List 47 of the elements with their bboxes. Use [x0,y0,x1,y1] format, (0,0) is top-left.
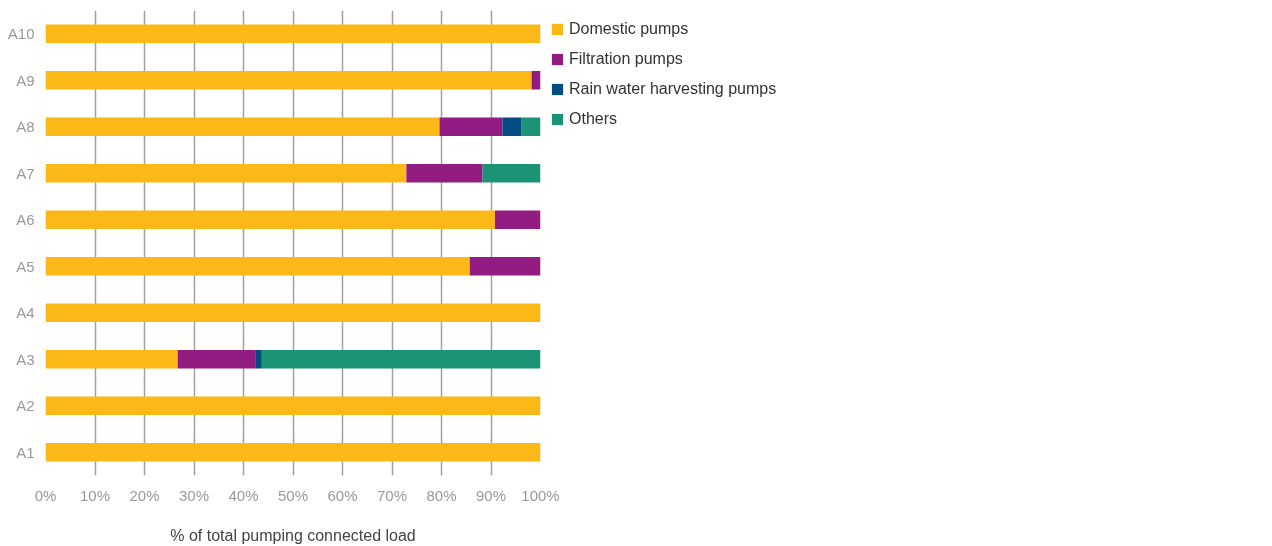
x-tick-label: 100% [521,486,560,504]
x-tick-label: 30% [178,486,210,504]
x-tick-label: 10% [79,486,111,504]
bar [482,163,541,183]
x-tick-label: 50% [277,486,309,504]
legend-label: Rain water harvesting pumps [569,80,777,98]
bar [406,163,483,183]
y-tick-label: A5 [16,257,35,275]
legend-label: Others [569,110,618,128]
x-tick-label: 80% [426,486,457,504]
y-tick-label: A1 [16,443,35,461]
bar [531,70,541,90]
bar [45,70,532,90]
bar [45,349,178,369]
bar [45,442,541,462]
legend-label: Domestic pumps [569,20,689,38]
bar [521,117,541,137]
bar [502,117,522,137]
x-tick-label: 40% [228,486,259,504]
bar [45,210,495,230]
y-tick-label: A7 [16,164,35,182]
x-tick-label: 60% [327,486,358,504]
x-tick-label: 20% [129,486,160,504]
bar [494,210,541,230]
bar [255,349,262,369]
bar [45,303,541,323]
bar [177,349,256,369]
y-tick-label: A3 [16,350,35,368]
y-tick-label: A2 [16,397,35,415]
bar [439,117,503,137]
bar [469,256,541,276]
y-tick-label: A4 [16,304,35,322]
x-tick-label: 0% [34,486,57,504]
bar [45,396,541,416]
x-tick-label: 70% [376,486,408,504]
x-axis-title: % of total pumping connected load [170,526,416,544]
legend-label: Filtration pumps [569,50,683,68]
bar [45,256,470,276]
y-tick-label: A9 [16,71,35,89]
y-tick-label: A10 [7,25,35,43]
bar [45,117,440,137]
x-tick-label: 90% [475,486,507,504]
bar [45,163,407,183]
y-tick-label: A8 [16,118,35,136]
bar [45,24,541,44]
y-tick-label: A6 [16,211,35,229]
bar [261,349,541,369]
